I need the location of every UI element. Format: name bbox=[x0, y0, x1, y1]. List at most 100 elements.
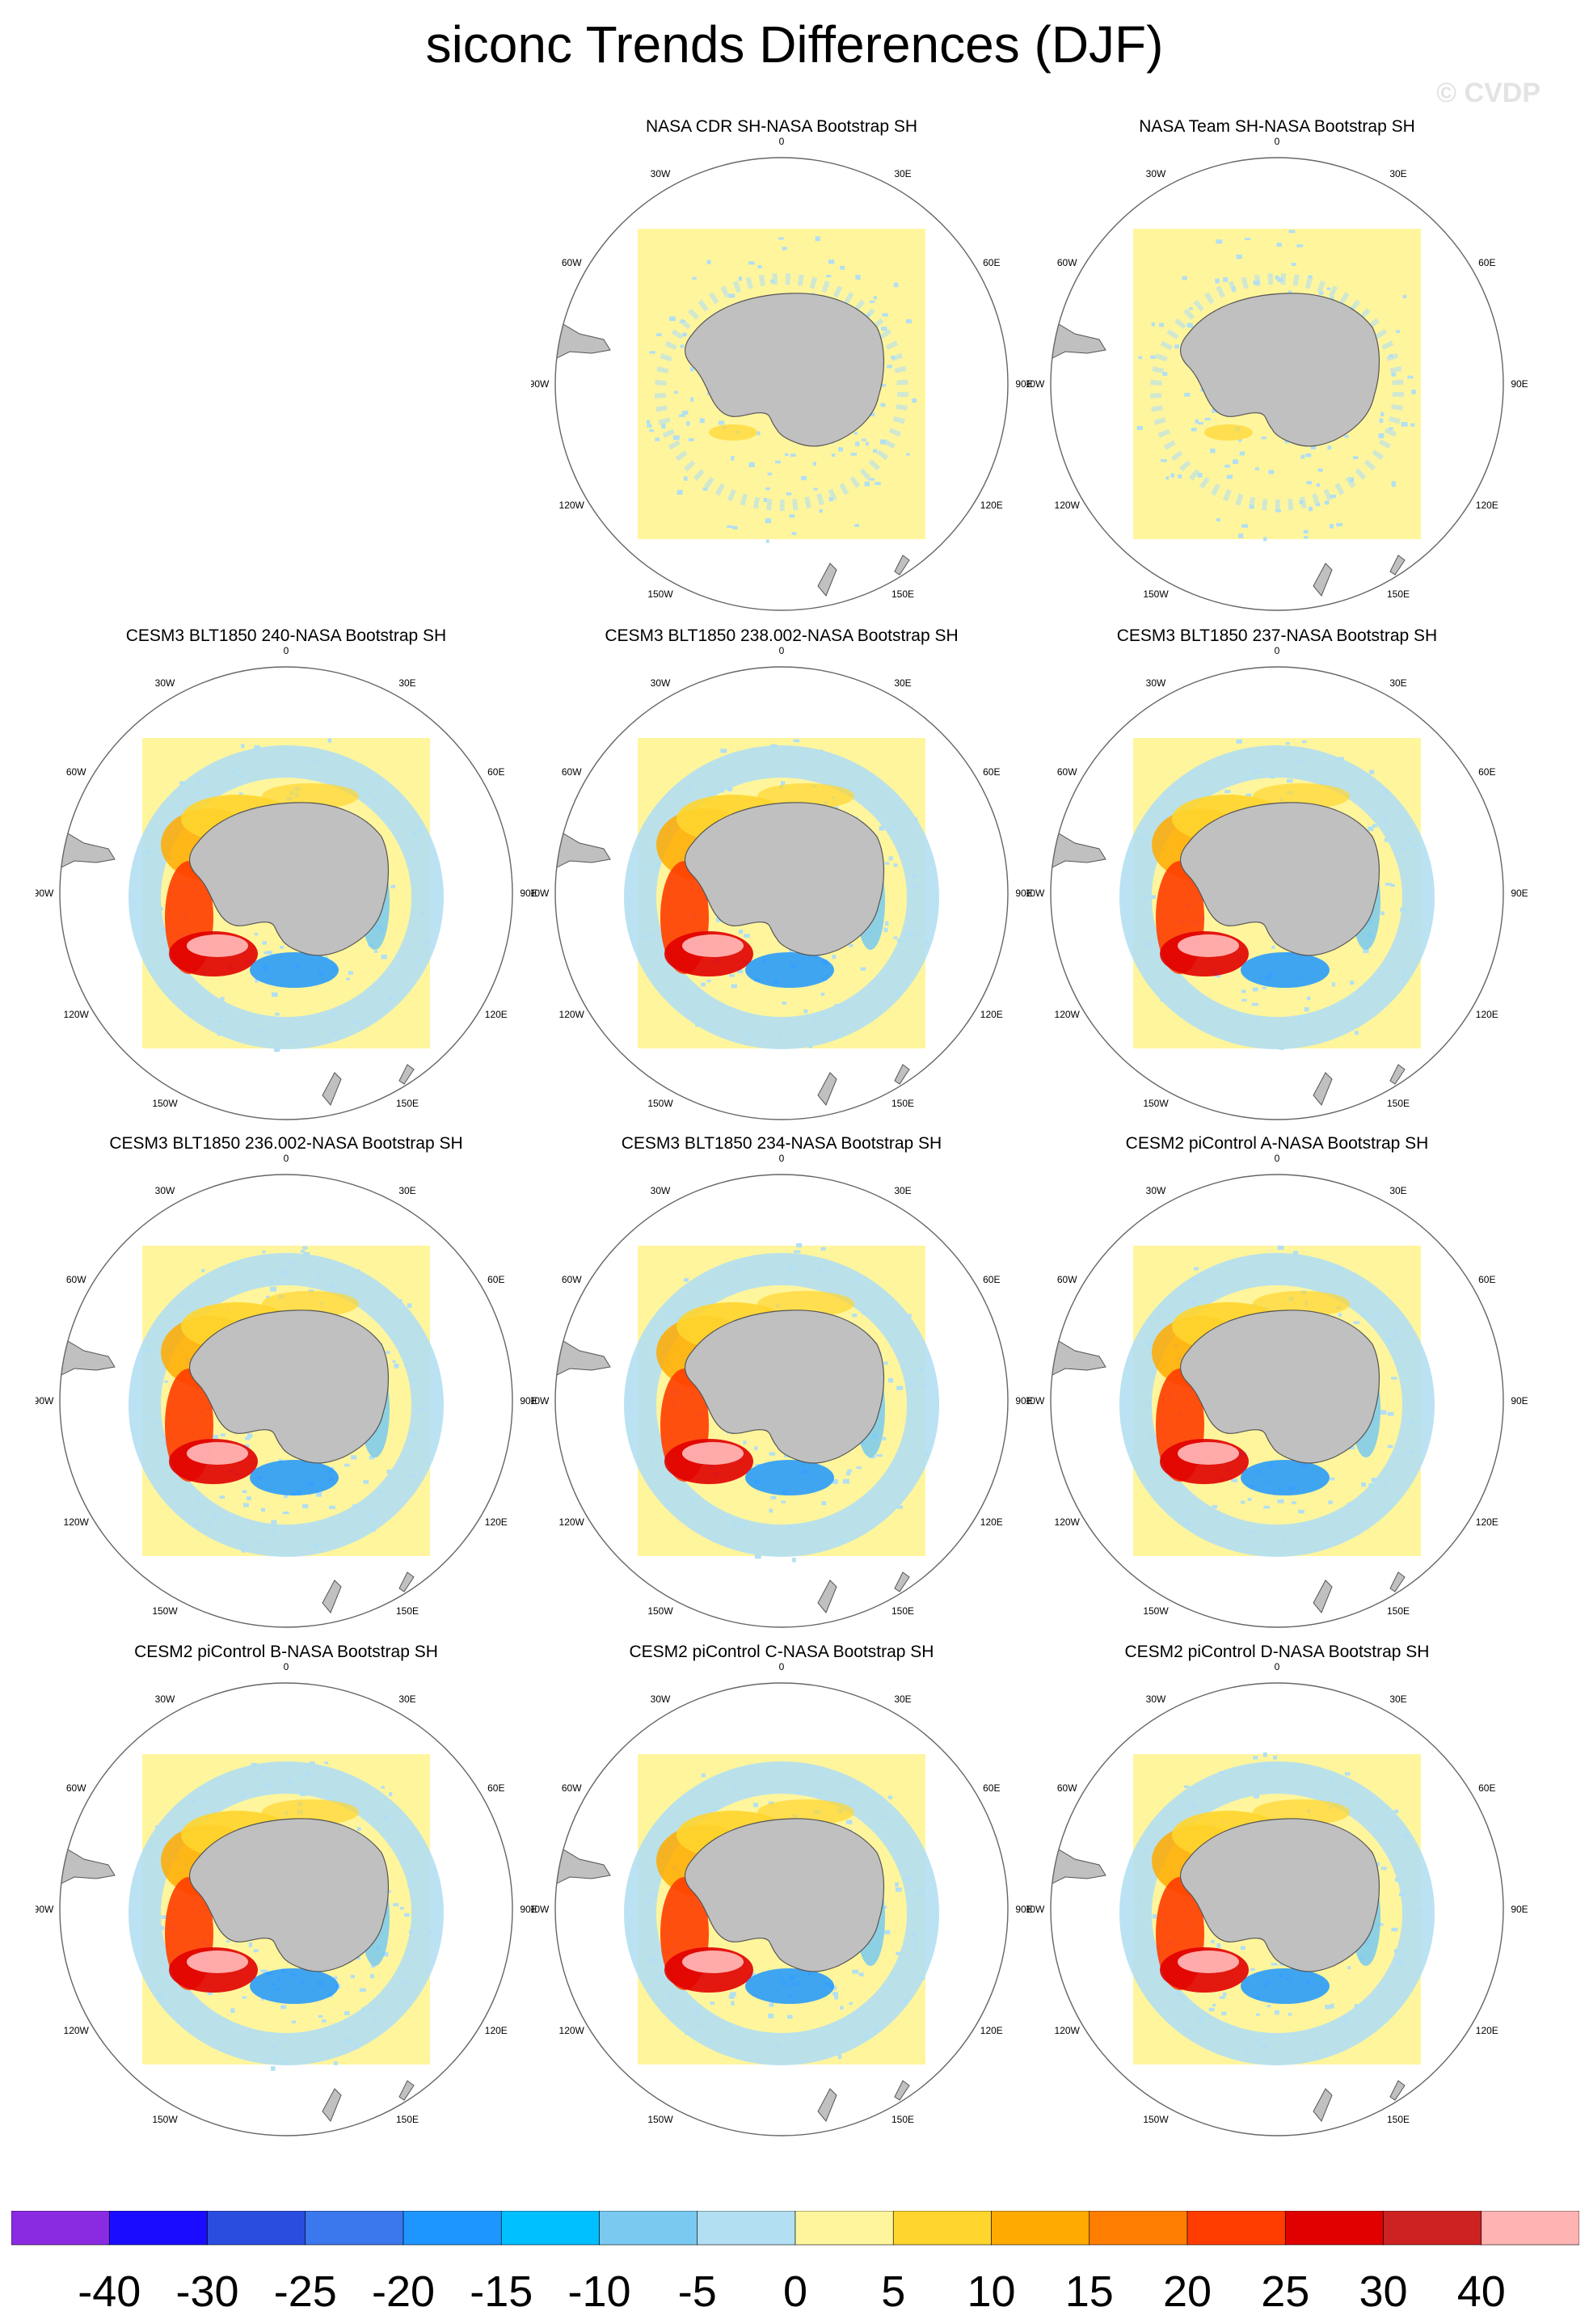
longitude-label: 120W bbox=[64, 1009, 90, 1020]
colorbar-label: -30 bbox=[175, 2267, 238, 2316]
longitude-label: 150E bbox=[1387, 588, 1410, 600]
longitude-label: 30E bbox=[894, 168, 911, 179]
panel-title: CESM3 BLT1850 234-NASA Bootstrap SH bbox=[621, 1134, 942, 1153]
page-title: siconc Trends Differences (DJF) bbox=[425, 15, 1164, 74]
polar-map: 030E60E90E120E150E180150W120W90W60W30W bbox=[531, 1153, 1032, 1628]
longitude-label: 90W bbox=[36, 1904, 54, 1915]
longitude-label: 60E bbox=[983, 257, 1000, 268]
panel-title: CESM2 piControl D-NASA Bootstrap SH bbox=[1124, 1643, 1430, 1661]
longitude-label: 30W bbox=[651, 1185, 671, 1196]
longitude-label: 90E bbox=[1015, 378, 1032, 390]
panel-title: NASA CDR SH-NASA Bootstrap SH bbox=[645, 117, 918, 136]
longitude-label: 60W bbox=[562, 1782, 582, 1794]
longitude-label: 120E bbox=[485, 2025, 508, 2036]
polar-map: 030E60E90E120E150E180150W120W90W60W30W bbox=[531, 1661, 1032, 2136]
new-zealand-landmass bbox=[1313, 2088, 1333, 2122]
longitude-label: 30W bbox=[155, 1185, 175, 1196]
longitude-label: 150W bbox=[1143, 588, 1169, 600]
longitude-label: 90E bbox=[1511, 378, 1528, 390]
longitude-label: 90E bbox=[520, 1904, 537, 1915]
longitude-label: 30W bbox=[1146, 1185, 1166, 1196]
longitude-label: 30E bbox=[398, 677, 415, 689]
panel-title: CESM2 piControl B-NASA Bootstrap SH bbox=[134, 1643, 438, 1661]
colorbar-label: 15 bbox=[1065, 2267, 1114, 2316]
longitude-label: 30E bbox=[398, 1185, 415, 1196]
longitude-label: 150W bbox=[647, 2114, 673, 2125]
antarctica-landmass bbox=[1180, 1310, 1380, 1464]
map-panel: CESM3 BLT1850 238.002-NASA Bootstrap SH 0… bbox=[531, 626, 1032, 1128]
longitude-label: 60W bbox=[66, 1782, 86, 1794]
longitude-label: 120E bbox=[485, 1009, 508, 1020]
colorbar-segment bbox=[697, 2211, 796, 2246]
longitude-label: 90W bbox=[531, 888, 550, 899]
longitude-label: 60E bbox=[983, 1274, 1000, 1285]
colorbar-label: 20 bbox=[1163, 2267, 1212, 2316]
tasmania-landmass bbox=[398, 1571, 415, 1592]
new-zealand-landmass bbox=[817, 563, 837, 597]
tasmania-landmass bbox=[398, 2080, 415, 2101]
longitude-label: 60E bbox=[1478, 1274, 1495, 1285]
longitude-label: 30E bbox=[1389, 1693, 1406, 1705]
longitude-label: 120E bbox=[1476, 1516, 1498, 1528]
colorbar-label: -25 bbox=[274, 2267, 337, 2316]
new-zealand-landmass bbox=[322, 2088, 342, 2122]
polar-map: 030E60E90E120E150E180150W120W90W60W30W bbox=[1026, 136, 1528, 611]
tasmania-landmass bbox=[1389, 555, 1406, 576]
longitude-label: 60W bbox=[1057, 766, 1077, 778]
panel-title: CESM2 piControl C-NASA Bootstrap SH bbox=[629, 1643, 934, 1661]
new-zealand-landmass bbox=[322, 1580, 342, 1613]
longitude-label: 90W bbox=[531, 378, 550, 390]
longitude-label: 30W bbox=[155, 677, 175, 689]
longitude-label: 0 bbox=[284, 1661, 289, 1672]
panel-title: CESM3 BLT1850 238.002-NASA Bootstrap SH bbox=[605, 626, 959, 645]
longitude-label: 90E bbox=[1015, 1904, 1032, 1915]
longitude-label: 30E bbox=[894, 1185, 911, 1196]
longitude-label: 120W bbox=[559, 1516, 585, 1528]
map-boundary bbox=[1050, 1682, 1504, 2136]
polar-map: 030E60E90E120E150E180150W120W90W60W30W bbox=[1026, 1661, 1528, 2136]
longitude-label: 90E bbox=[1511, 1904, 1528, 1915]
longitude-label: 120W bbox=[64, 2025, 90, 2036]
map-boundary bbox=[1050, 1174, 1504, 1628]
longitude-label: 0 bbox=[284, 645, 289, 656]
longitude-label: 120W bbox=[559, 2025, 585, 2036]
longitude-label: 30E bbox=[1389, 1185, 1406, 1196]
longitude-label: 150W bbox=[647, 588, 673, 600]
colorbar-segment bbox=[1186, 2211, 1286, 2246]
longitude-label: 120E bbox=[980, 1516, 1003, 1528]
longitude-label: 150E bbox=[1387, 1098, 1410, 1109]
longitude-label: 120E bbox=[1476, 2025, 1498, 2036]
colorbar-label: -40 bbox=[78, 2267, 141, 2316]
new-zealand-landmass bbox=[322, 1072, 342, 1106]
colorbar-segment bbox=[1383, 2211, 1482, 2246]
longitude-label: 30W bbox=[651, 1693, 671, 1705]
longitude-label: 150W bbox=[1143, 1098, 1169, 1109]
colorbar-segment bbox=[108, 2211, 208, 2246]
longitude-label: 30W bbox=[651, 677, 671, 689]
polar-map: 030E60E90E120E150E180150W120W90W60W30W bbox=[36, 1661, 537, 2136]
longitude-label: 90E bbox=[1015, 888, 1032, 899]
longitude-label: 0 bbox=[284, 1153, 289, 1164]
antarctica-landmass bbox=[685, 293, 885, 447]
map-boundary bbox=[554, 1682, 1009, 2136]
watermark: © CVDP bbox=[1436, 78, 1541, 108]
map-boundary bbox=[554, 157, 1009, 611]
colorbar-segment bbox=[305, 2211, 404, 2246]
antarctica-landmass bbox=[685, 1818, 885, 1972]
longitude-label: 90W bbox=[531, 1904, 550, 1915]
antarctica-landmass bbox=[685, 1310, 885, 1464]
longitude-label: 60W bbox=[562, 1274, 582, 1285]
map-boundary bbox=[554, 1174, 1009, 1628]
map-panel: CESM2 piControl D-NASA Bootstrap SH 0 30E 6… bbox=[1026, 1643, 1528, 2144]
longitude-label: 30W bbox=[651, 168, 671, 179]
longitude-label: 60W bbox=[562, 766, 582, 778]
longitude-label: 90E bbox=[1511, 1395, 1528, 1407]
longitude-label: 90W bbox=[1026, 1904, 1045, 1915]
longitude-label: 30E bbox=[894, 1693, 911, 1705]
antarctica-landmass bbox=[1180, 802, 1380, 956]
colorbar-segment bbox=[991, 2211, 1090, 2246]
polar-map: 030E60E90E120E150E180150W120W90W60W30W bbox=[531, 645, 1032, 1120]
longitude-label: 60W bbox=[66, 766, 86, 778]
longitude-label: 30W bbox=[1146, 1693, 1166, 1705]
longitude-label: 0 bbox=[1275, 645, 1280, 656]
